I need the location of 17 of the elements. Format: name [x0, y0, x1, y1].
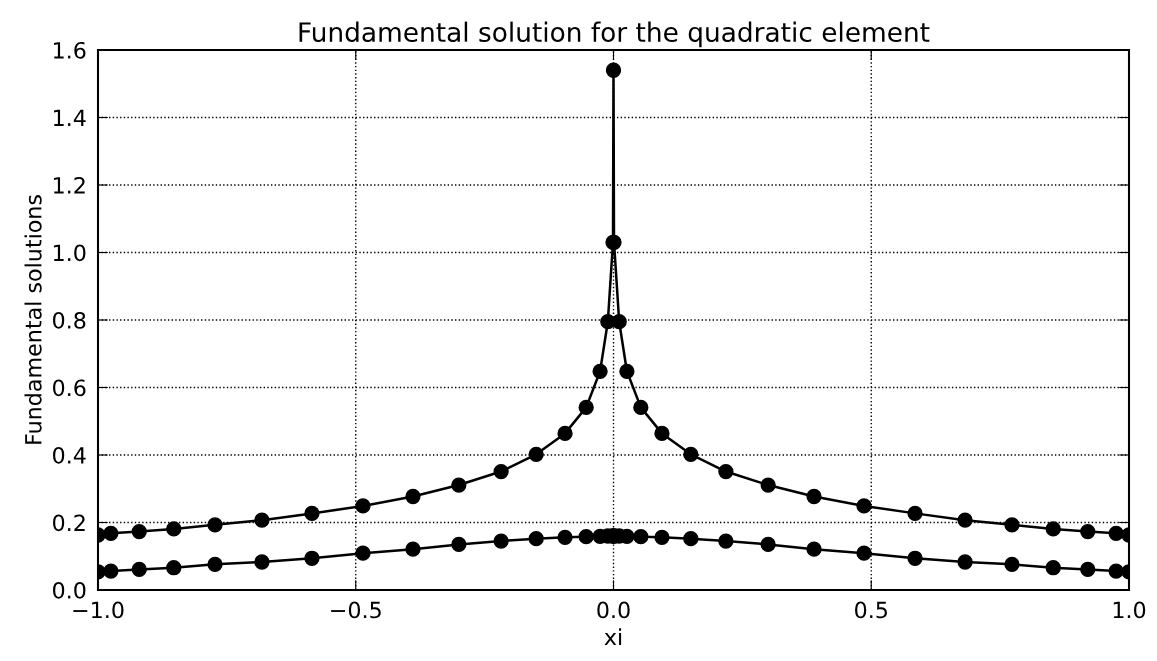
y-tick-label: 0.4 — [53, 446, 86, 464]
y-tick-label: 1.4 — [53, 109, 86, 126]
y-tick-label: 1.0 — [53, 244, 86, 262]
x-tick-label: 1.0 — [1113, 601, 1146, 619]
x-tick-label: 0.0 — [597, 601, 630, 619]
x-tick-label: 0.5 — [855, 601, 887, 619]
x-axis-title: xi — [604, 628, 622, 646]
y-tick-label: 1.2 — [53, 176, 85, 194]
y-tick-label: 0.8 — [53, 311, 86, 329]
x-tick-label: −0.5 — [331, 601, 381, 619]
y-tick-label: 0.0 — [53, 581, 86, 599]
y-tick-label: 0.2 — [53, 514, 85, 532]
x-tick-label: −1.0 — [73, 601, 124, 619]
y-axis-title: Fundamental solutions — [24, 195, 42, 444]
chart-title: Fundamental solution for the quadratic element — [299, 21, 930, 48]
y-tick-label: 0.6 — [53, 379, 86, 397]
y-tick-label: 1.6 — [53, 41, 86, 59]
